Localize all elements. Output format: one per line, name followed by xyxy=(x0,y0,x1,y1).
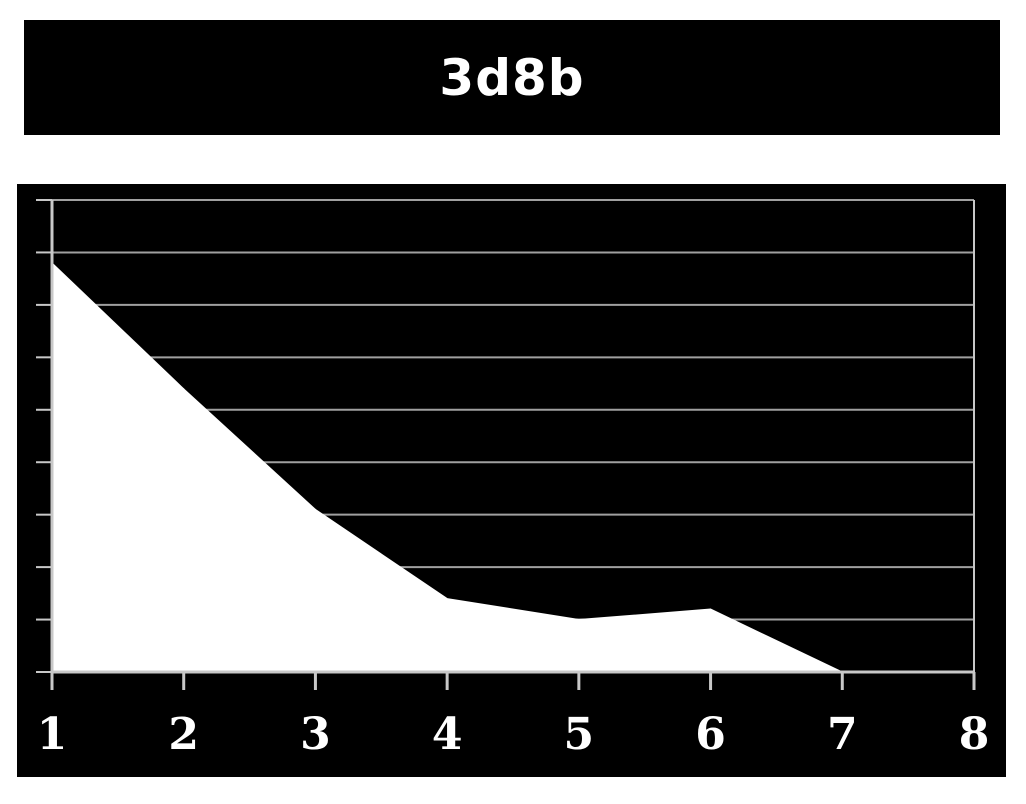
x-tick-label: 6 xyxy=(695,709,726,760)
data-point xyxy=(578,619,580,621)
data-point xyxy=(183,388,185,390)
data-point xyxy=(314,508,316,510)
chart-title: 3d8b xyxy=(439,48,585,107)
data-point xyxy=(446,598,448,600)
chart-title-bar: 3d8b xyxy=(24,20,1000,135)
chart-area: 1 2 3 4 5 6 7 8 xyxy=(17,184,1006,777)
x-tick-label: 1 xyxy=(37,709,68,760)
area-series xyxy=(51,261,843,673)
chart-svg: 1 2 3 4 5 6 7 8 xyxy=(36,199,990,760)
data-point xyxy=(710,608,712,610)
x-tick-label: 5 xyxy=(564,709,595,760)
x-tick-label: 4 xyxy=(432,709,463,760)
x-tick-label: 7 xyxy=(827,709,858,760)
axis-layer xyxy=(50,200,975,674)
area-layer xyxy=(51,261,843,673)
tick-layer xyxy=(36,199,976,690)
x-tick-label: 2 xyxy=(168,709,199,760)
x-tick-labels: 1 2 3 4 5 6 7 8 xyxy=(37,709,990,760)
x-tick-label: 3 xyxy=(300,709,331,760)
x-tick-label: 8 xyxy=(959,709,990,760)
